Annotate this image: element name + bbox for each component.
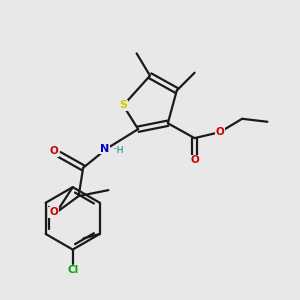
Text: S: S xyxy=(119,100,127,110)
Text: Cl: Cl xyxy=(67,266,78,275)
Text: O: O xyxy=(49,207,58,218)
Text: N: N xyxy=(100,143,110,154)
Text: O: O xyxy=(49,146,58,157)
Text: O: O xyxy=(190,155,199,165)
Text: ⁻H: ⁻H xyxy=(112,146,124,155)
Text: O: O xyxy=(215,127,224,137)
